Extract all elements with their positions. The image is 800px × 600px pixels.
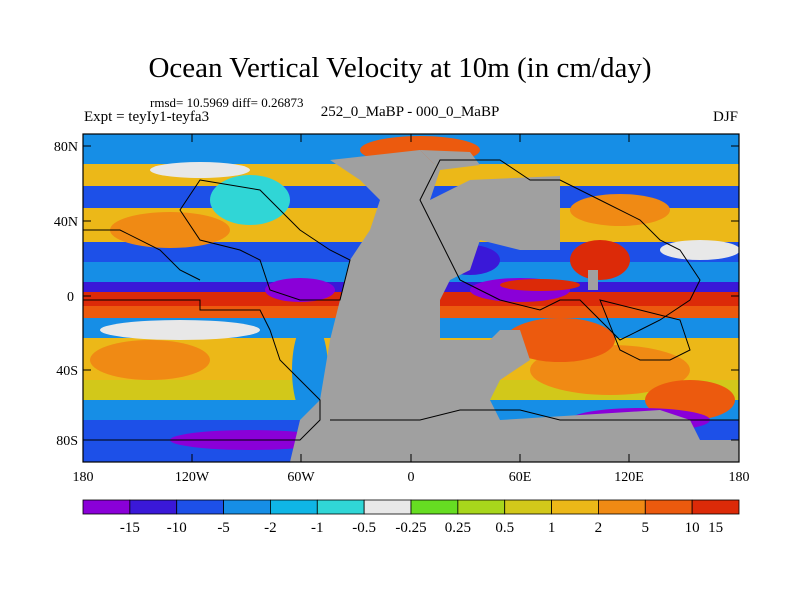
lon-label-120w: 120W (175, 470, 210, 485)
colorbar-swatch (129, 499, 178, 515)
axis-ticks (82, 134, 740, 462)
colorbar-swatch (457, 499, 506, 515)
colorbar-label: 10 (685, 520, 700, 536)
colorbar-swatch (551, 499, 599, 515)
lat-label-40n: 40N (54, 215, 78, 230)
colorbar-swatch (176, 499, 224, 515)
colorbar-swatch (316, 499, 365, 515)
lat-label-80s: 80S (56, 434, 78, 449)
colorbar-label: -0.25 (395, 520, 426, 536)
colorbar-swatch (270, 499, 318, 515)
lat-label-0: 0 (67, 290, 74, 305)
colorbar-swatch (82, 499, 131, 515)
map-field (83, 134, 739, 462)
colorbar: -15 -10 -5 -2 -1 -0.5 -0.25 0.25 0.5 1 2 5 10 15 (82, 499, 740, 536)
colorbar-label: -5 (217, 520, 230, 536)
colorbar-label: 5 (642, 520, 650, 536)
comparison-label: 252_0_MaBP - 000_0_MaBP (320, 104, 500, 120)
colorbar-swatch (598, 499, 646, 515)
colorbar-label: 15 (708, 520, 723, 536)
colorbar-label: -15 (120, 520, 140, 536)
lon-label-120e: 120E (614, 470, 644, 485)
lon-label-60w: 60W (287, 470, 315, 485)
lat-label-40s: 40S (56, 364, 78, 379)
plot-title: Ocean Vertical Velocity at 10m (in cm/da… (148, 52, 652, 84)
colorbar-label: 1 (548, 520, 556, 536)
colorbar-swatch (363, 499, 412, 515)
colorbar-swatch (410, 499, 459, 515)
lon-label-180e: 180 (729, 470, 750, 485)
colorbar-label: -1 (311, 520, 324, 536)
colorbar-label: -10 (167, 520, 187, 536)
colorbar-swatch (691, 499, 740, 515)
stats-text: rmsd= 10.5969 diff= 0.26873 (150, 95, 304, 110)
colorbar-label: -0.5 (352, 520, 376, 536)
lon-label-0: 0 (408, 470, 415, 485)
colorbar-swatch (223, 499, 271, 515)
colorbar-label: 2 (595, 520, 603, 536)
experiment-label: Expt = teyIy1-teyfa3 (84, 109, 210, 125)
lon-label-60e: 60E (509, 470, 532, 485)
colorbar-label: -2 (264, 520, 277, 536)
colorbar-label: 0.25 (445, 520, 471, 536)
colorbar-label: 0.5 (495, 520, 514, 536)
colorbar-swatch (504, 499, 552, 515)
lat-label-80n: 80N (54, 140, 78, 155)
lon-label-180w: 180 (73, 470, 94, 485)
colorbar-swatch (644, 499, 693, 515)
season-label: DJF (712, 109, 738, 125)
